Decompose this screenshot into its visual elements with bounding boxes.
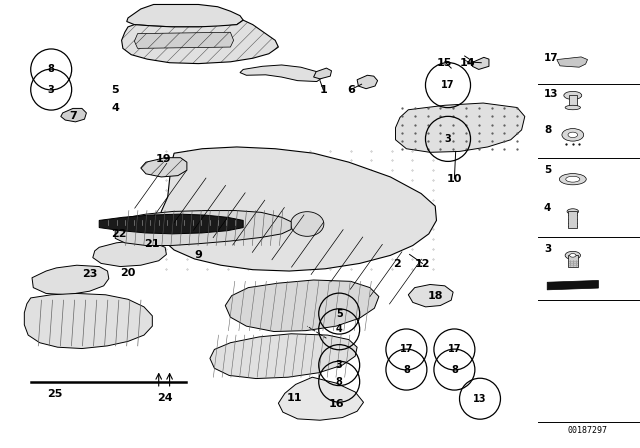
Text: 8: 8 — [336, 377, 342, 387]
Polygon shape — [24, 293, 152, 349]
Text: 17: 17 — [441, 80, 455, 90]
Text: 13: 13 — [544, 89, 559, 99]
Polygon shape — [278, 377, 364, 420]
Polygon shape — [159, 147, 436, 271]
Bar — [568, 255, 578, 267]
Text: 18: 18 — [428, 291, 443, 301]
Text: 8: 8 — [544, 125, 551, 135]
Polygon shape — [240, 65, 323, 82]
Text: 3: 3 — [336, 360, 342, 370]
Polygon shape — [314, 68, 332, 79]
Ellipse shape — [559, 173, 586, 185]
Text: 14: 14 — [460, 58, 475, 68]
Polygon shape — [122, 20, 278, 64]
Polygon shape — [122, 20, 278, 64]
Text: 4: 4 — [111, 103, 119, 112]
Text: 17: 17 — [544, 53, 559, 63]
Text: 23: 23 — [82, 269, 97, 279]
Text: 8: 8 — [403, 365, 410, 375]
Polygon shape — [99, 214, 243, 234]
Ellipse shape — [566, 177, 580, 182]
Text: 22: 22 — [111, 229, 126, 239]
Polygon shape — [141, 158, 187, 177]
Text: 2: 2 — [393, 259, 401, 269]
Text: 11: 11 — [287, 393, 302, 403]
Polygon shape — [557, 57, 588, 67]
Text: 16: 16 — [328, 399, 344, 409]
Polygon shape — [472, 57, 489, 69]
Bar — [569, 95, 577, 108]
Text: 4: 4 — [336, 324, 342, 334]
Text: 5: 5 — [111, 86, 119, 95]
Text: 25: 25 — [47, 389, 62, 399]
Polygon shape — [210, 334, 357, 379]
Text: 20: 20 — [120, 268, 136, 278]
Ellipse shape — [564, 91, 582, 99]
Text: 9: 9 — [195, 250, 202, 260]
Polygon shape — [134, 32, 234, 48]
Text: 3: 3 — [48, 85, 54, 95]
Polygon shape — [115, 211, 291, 246]
Text: 3: 3 — [445, 134, 451, 144]
Bar — [568, 211, 577, 228]
Text: 4: 4 — [544, 203, 552, 213]
Polygon shape — [61, 108, 86, 122]
Polygon shape — [127, 4, 243, 27]
Polygon shape — [547, 280, 598, 290]
Ellipse shape — [565, 251, 580, 259]
Polygon shape — [141, 158, 187, 177]
Ellipse shape — [565, 105, 580, 110]
Text: 5: 5 — [336, 309, 342, 319]
Polygon shape — [225, 280, 379, 332]
Text: 17: 17 — [399, 345, 413, 354]
Text: 3: 3 — [544, 244, 551, 254]
Text: 1: 1 — [319, 86, 327, 95]
Ellipse shape — [291, 212, 324, 237]
Text: 00187297: 00187297 — [568, 426, 607, 435]
Text: 19: 19 — [156, 154, 171, 164]
Polygon shape — [32, 265, 109, 295]
Text: 17: 17 — [447, 345, 461, 354]
Ellipse shape — [567, 209, 579, 214]
Text: 12: 12 — [415, 259, 430, 269]
Text: 6: 6 — [347, 86, 355, 95]
Ellipse shape — [568, 132, 577, 138]
Text: 13: 13 — [473, 394, 487, 404]
Ellipse shape — [570, 254, 576, 257]
Text: 8: 8 — [451, 365, 458, 375]
Ellipse shape — [562, 129, 584, 141]
Polygon shape — [93, 241, 166, 267]
Polygon shape — [357, 75, 378, 89]
Text: 15: 15 — [437, 58, 452, 68]
Text: 5: 5 — [544, 165, 551, 175]
Text: 8: 8 — [48, 65, 54, 74]
Text: 21: 21 — [145, 239, 160, 249]
Polygon shape — [396, 103, 525, 152]
Polygon shape — [408, 284, 453, 307]
Text: 7: 7 — [70, 112, 77, 121]
Text: 24: 24 — [157, 393, 173, 403]
Text: 10: 10 — [447, 174, 462, 184]
Polygon shape — [134, 32, 234, 48]
